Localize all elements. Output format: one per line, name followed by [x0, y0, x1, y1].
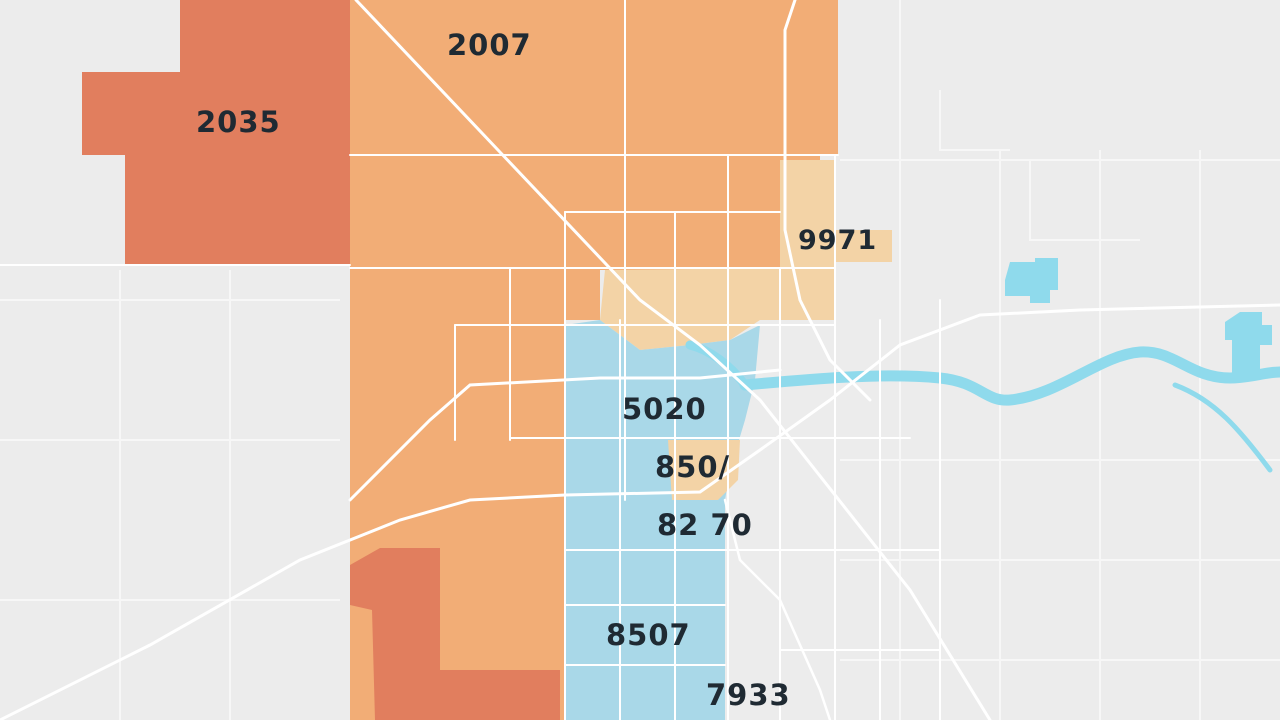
region-label-8270: 82 70 — [657, 508, 753, 542]
region-label-5020: 5020 — [622, 392, 707, 426]
region-label-8507: 8507 — [606, 618, 691, 652]
zone-2007[interactable] — [350, 0, 838, 720]
lake — [1005, 258, 1058, 303]
region-label-2007: 2007 — [447, 28, 532, 62]
region-label-7933: 7933 — [706, 678, 791, 712]
zone-5020[interactable] — [565, 320, 760, 720]
region-label-850: 850/ — [655, 450, 731, 484]
region-label-2035: 2035 — [196, 105, 281, 139]
region-label-9971: 9971 — [798, 225, 878, 256]
zone-south-dark[interactable] — [350, 548, 560, 720]
lake-east — [1225, 312, 1272, 375]
zone-9971[interactable] — [600, 160, 892, 350]
zone-2035[interactable] — [82, 0, 350, 265]
zone-850[interactable] — [668, 440, 740, 500]
river — [685, 340, 1280, 473]
